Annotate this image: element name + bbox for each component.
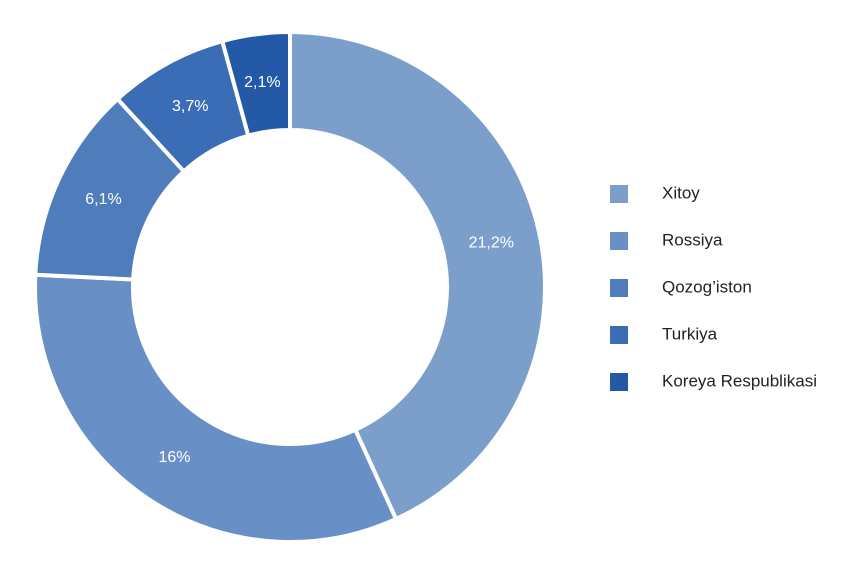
legend-swatch [610, 279, 628, 297]
slice [288, 29, 547, 522]
legend-swatch [610, 185, 628, 203]
value-label: 3,7% [172, 98, 208, 115]
legend-label: Koreya Respublikasi [662, 371, 817, 390]
legend-label: Turkiya [662, 324, 718, 343]
legend-swatch [610, 232, 628, 250]
value-label: 16% [159, 449, 191, 466]
slice [33, 272, 399, 544]
legend-swatch [610, 326, 628, 344]
legend-label: Rossiya [662, 230, 723, 249]
legend-swatch [610, 373, 628, 391]
slice [219, 29, 292, 139]
value-label: 6,1% [85, 191, 121, 208]
legend-label: Qozog’iston [662, 277, 752, 296]
value-label: 21,2% [469, 234, 514, 251]
legend-label: Xitoy [662, 183, 700, 202]
value-label: 2,1% [244, 74, 280, 91]
